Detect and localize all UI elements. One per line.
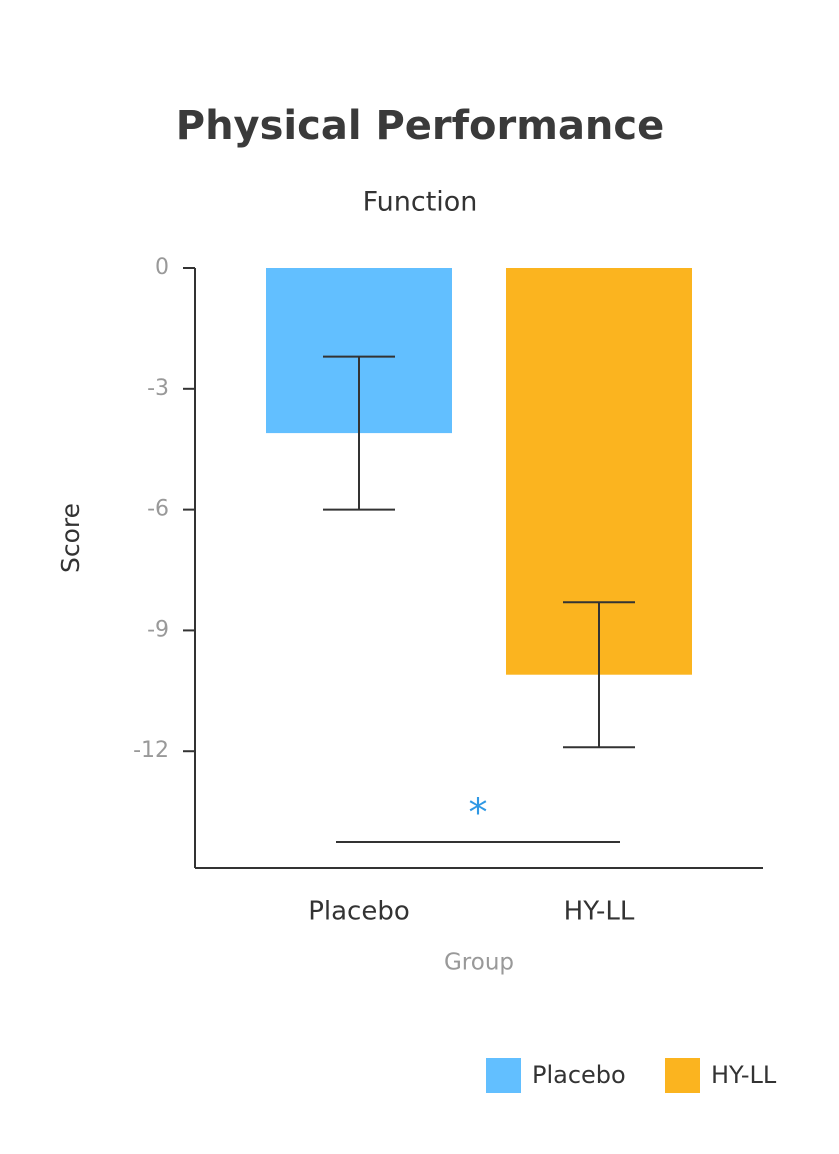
y-axis-label: Score: [56, 503, 85, 573]
y-tick-label: -12: [133, 738, 169, 763]
y-tick-label: -6: [147, 497, 169, 522]
y-tick-label: -3: [147, 376, 169, 401]
chart-title: Physical Performance: [176, 103, 665, 149]
legend-label: Placebo: [532, 1061, 626, 1089]
legend-swatch: [665, 1058, 700, 1093]
y-tick-label: 0: [155, 255, 169, 280]
x-axis-label: Group: [444, 950, 514, 976]
significance-marker: *: [469, 791, 488, 835]
chart-subtitle: Function: [363, 187, 478, 218]
error-bar: [563, 601, 635, 749]
x-tick-label: HY-LL: [564, 897, 635, 927]
legend-swatch: [486, 1058, 521, 1093]
error-bar: [323, 355, 395, 511]
y-tick-label: -9: [147, 617, 169, 642]
x-tick-label: Placebo: [308, 897, 410, 927]
legend-label: HY-LL: [711, 1061, 777, 1089]
